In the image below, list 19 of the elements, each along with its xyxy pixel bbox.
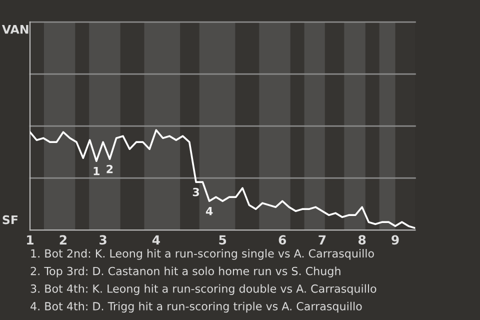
x-tick-label: 2: [60, 235, 66, 244]
text: VAN: [2, 25, 28, 34]
x-tick-label: 4: [152, 235, 160, 244]
text: 2. Top 3rd: D. Castanon hit a solo home run vs S. Chugh: [30, 266, 340, 278]
x-tick-label: 8: [358, 235, 366, 245]
text: 1. Bot 2nd: K. Leong hit a run-scoring single vs A. Carrasquillo: [31, 249, 374, 260]
x-tick-label: 6: [278, 235, 286, 245]
annotation: 2: [106, 164, 113, 174]
text: 3. Bot 4th: K. Leong hit a run-scoring double vs A. Carrasquillo: [30, 284, 376, 295]
x-tick-label: 3: [100, 235, 106, 245]
x-tick-label: 9: [392, 235, 399, 245]
text: SF: [2, 215, 18, 224]
x-tick-label: 1: [27, 235, 34, 244]
x-tick-label: 5: [219, 235, 226, 245]
annotation: 3: [192, 188, 200, 196]
annotation: 4: [206, 206, 213, 216]
text: 4. Bot 4th: D. Trigg hit a run-scoring triple vs A. Carrasquillo: [30, 302, 362, 313]
x-tick-label: 7: [318, 235, 326, 244]
annotation: 1: [94, 166, 100, 176]
